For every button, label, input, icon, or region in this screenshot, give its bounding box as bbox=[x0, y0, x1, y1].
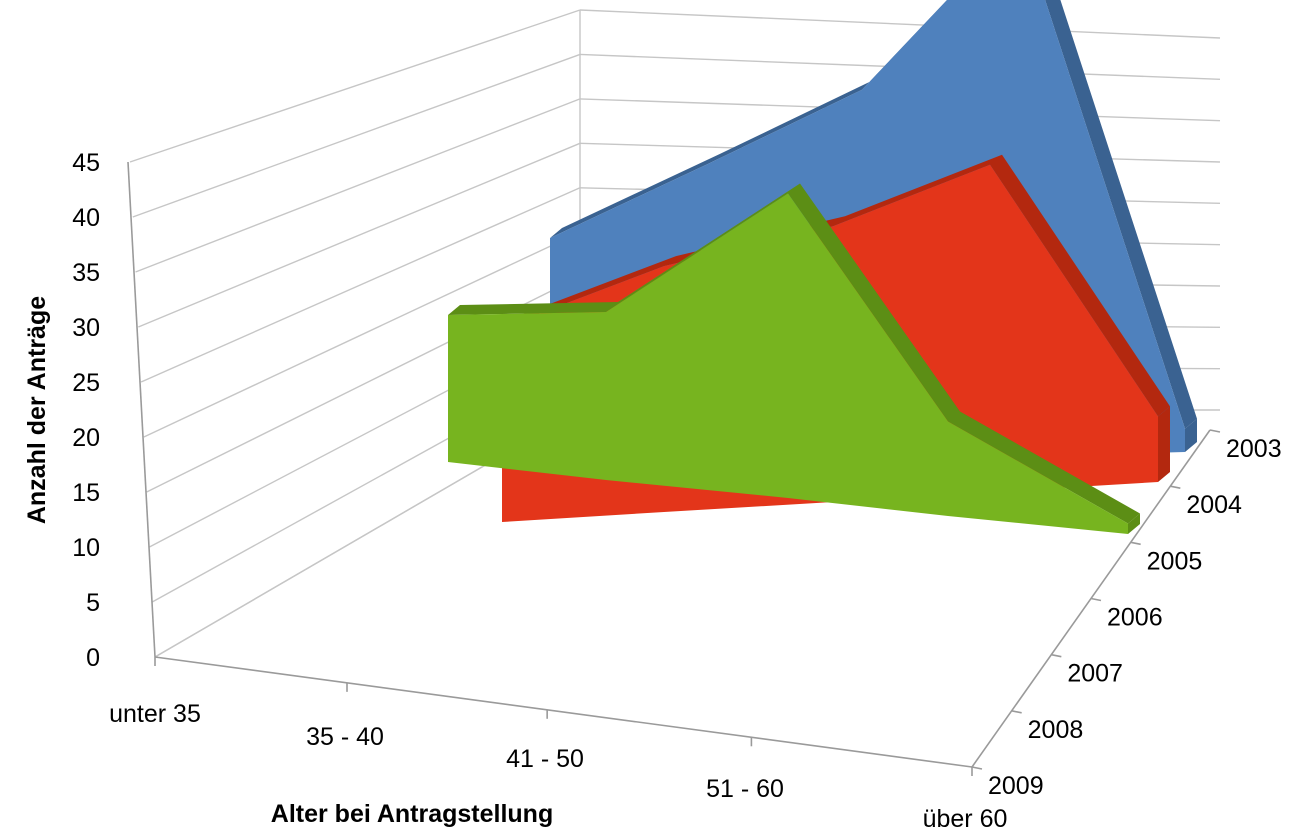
depth-tick-label: 2005 bbox=[1147, 547, 1203, 575]
series-layer bbox=[447, 0, 1197, 534]
depth-tick-mark bbox=[1130, 541, 1141, 546]
depth-tick-label: 2006 bbox=[1107, 604, 1163, 632]
y-tick-label: 35 bbox=[72, 259, 100, 287]
y-axis-title: Anzahl der Anträge bbox=[23, 296, 51, 524]
x-tick-label: 35 - 40 bbox=[306, 723, 384, 751]
side-gridline bbox=[135, 98, 581, 273]
depth-tick-mark bbox=[1209, 429, 1221, 433]
x-tick-label: 51 - 60 bbox=[706, 775, 784, 803]
y-tick-label: 5 bbox=[86, 589, 100, 617]
depth-tick-mark bbox=[971, 766, 983, 770]
side-gridline bbox=[132, 53, 581, 218]
series-area bbox=[448, 193, 1128, 534]
depth-tick-mark bbox=[1011, 710, 1022, 714]
series-ridge bbox=[448, 183, 1140, 524]
y-tick-label: 0 bbox=[86, 644, 100, 672]
x-tick-label: über 60 bbox=[923, 805, 1008, 833]
y-tick-label: 40 bbox=[72, 204, 100, 232]
x-axis-title: Alter bei Antragstellung bbox=[271, 800, 553, 828]
x-axis-line bbox=[154, 656, 973, 768]
y-axis-line bbox=[127, 161, 156, 658]
depth-tick-mark bbox=[1170, 485, 1181, 489]
side-gridline bbox=[129, 9, 581, 163]
y-tick-label: 10 bbox=[72, 534, 100, 562]
side-gridline bbox=[138, 142, 581, 328]
back-gridline bbox=[579, 9, 1221, 39]
series-2005 bbox=[447, 183, 1140, 534]
depth-tick-label: 2003 bbox=[1226, 435, 1282, 463]
y-tick-label: 15 bbox=[72, 479, 100, 507]
depth-tick-mark bbox=[1090, 597, 1102, 602]
y-tick-label: 45 bbox=[72, 149, 100, 177]
side-gridline bbox=[143, 231, 581, 438]
label-layer: 0 5 10 15 20 25 30 35 40 45 unter 35 35 - 40 41 - 50… bbox=[72, 149, 1281, 833]
x-tick-label: 41 - 50 bbox=[506, 745, 584, 773]
y-tick-label: 20 bbox=[72, 424, 100, 452]
side-gridline bbox=[140, 187, 581, 383]
y-tick-label: 30 bbox=[72, 314, 100, 342]
depth-tick-label: 2008 bbox=[1028, 716, 1084, 744]
depth-tick-label: 2004 bbox=[1186, 491, 1242, 519]
depth-tick-label: 2009 bbox=[988, 772, 1044, 800]
series-end-cap bbox=[1128, 513, 1140, 534]
axis-layer bbox=[127, 161, 1221, 776]
depth-tick-mark bbox=[1051, 653, 1062, 658]
y-tick-label: 25 bbox=[72, 369, 100, 397]
series-end-cap bbox=[1185, 418, 1197, 452]
x-tick-label: unter 35 bbox=[109, 700, 201, 728]
depth-tick-label: 2007 bbox=[1067, 660, 1123, 688]
series-end-cap bbox=[1158, 406, 1170, 482]
